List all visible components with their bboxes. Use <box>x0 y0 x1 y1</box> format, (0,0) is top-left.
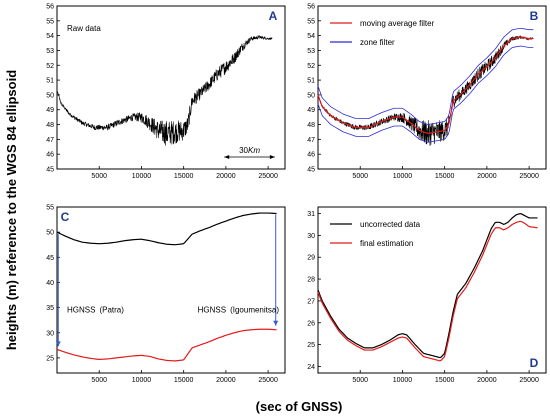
x-tick-label: 5000 <box>91 173 107 180</box>
legend-label: moving average filter <box>360 19 435 28</box>
y-tick-label: 27 <box>307 298 315 305</box>
x-tick-label: 20000 <box>216 173 236 180</box>
legend-label: zone filter <box>360 38 395 47</box>
y-tick-label: 45 <box>46 255 54 262</box>
x-tick-label: 5000 <box>91 377 107 384</box>
y-tick-label: 56 <box>307 4 315 11</box>
panel-label: A <box>269 9 278 23</box>
offset-arrowhead-right <box>273 320 279 326</box>
annotation-igoumenitsa: HGNSS (Igoumenitsa) <box>198 306 280 315</box>
panel-b: 5000 10000 15000 20000 25000 45 46 47 48 49 50 51 52… <box>307 4 547 180</box>
x-axis-title: (sec of GNSS) <box>256 399 343 414</box>
legend-label: uncorrected data <box>360 220 421 229</box>
plot-frame <box>56 5 286 170</box>
y-tick-label: 54 <box>46 33 54 40</box>
y-tick-label: 55 <box>307 18 315 25</box>
panel-annotation: Raw data <box>67 24 101 33</box>
scale-bar-label: 30Km <box>239 146 260 155</box>
y-tick-label: 24 <box>307 364 315 371</box>
y-tick-label: 45 <box>46 167 54 174</box>
y-tick-label: 50 <box>307 92 315 99</box>
y-tick-label: 46 <box>307 152 315 159</box>
y-tick-label: 48 <box>307 122 315 129</box>
y-tick-label: 48 <box>46 122 54 129</box>
panel-label: B <box>530 9 539 23</box>
x-tick-label: 25000 <box>519 173 539 180</box>
x-tick-label: 5000 <box>352 377 368 384</box>
y-tick-label: 56 <box>46 4 54 11</box>
plot-frame <box>317 206 547 374</box>
y-tick-label: 30 <box>46 330 54 337</box>
x-tick-label: 10000 <box>132 173 152 180</box>
y-tick-label: 49 <box>46 107 54 114</box>
panel-label: D <box>530 356 539 370</box>
y-tick-label: 25 <box>307 342 315 349</box>
y-tick-label: 50 <box>46 230 54 237</box>
x-tick-label: 15000 <box>435 377 455 384</box>
y-tick-label: 49 <box>307 107 315 114</box>
x-tick-label: 15000 <box>174 377 194 384</box>
y-tick-label: 25 <box>46 355 54 362</box>
y-tick-label: 53 <box>46 48 54 55</box>
y-axis-title: heights (m) reference to the WGS 84 elli… <box>4 70 19 350</box>
x-tick-label: 5000 <box>352 173 368 180</box>
y-tick-label: 53 <box>307 48 315 55</box>
plot-frame <box>317 5 547 170</box>
y-tick-label: 26 <box>307 320 315 327</box>
y-tick-label: 46 <box>46 152 54 159</box>
y-tick-label: 35 <box>46 305 54 312</box>
series-line-final-estimation <box>317 220 538 362</box>
series-line-zone-filter <box>317 27 534 125</box>
x-tick-label: 15000 <box>174 173 194 180</box>
y-tick-label: 28 <box>307 277 315 284</box>
x-tick-label: 10000 <box>393 173 413 180</box>
y-tick-label: 50 <box>46 92 54 99</box>
series-line-zone-filter <box>317 45 534 143</box>
series-line-uncorrected-data <box>317 213 538 359</box>
x-tick-label: 25000 <box>258 173 278 180</box>
y-tick-label: 52 <box>307 63 315 70</box>
annotation-patra: HGNSS (Patra) <box>67 306 124 315</box>
x-tick-label: 10000 <box>393 377 413 384</box>
offset-arrowhead-left <box>55 341 61 347</box>
y-tick-label: 51 <box>307 78 315 85</box>
y-tick-label: 51 <box>46 78 54 85</box>
x-tick-label: 15000 <box>435 173 455 180</box>
y-tick-label: 30 <box>307 233 315 240</box>
series-line-series-0 <box>317 35 534 146</box>
panel-d: 5000 10000 15000 20000 25000 24 25 26 27 28 29 30 31… <box>307 206 547 384</box>
x-tick-label: 20000 <box>477 173 497 180</box>
x-tick-label: 10000 <box>132 377 152 384</box>
y-tick-label: 47 <box>307 137 315 144</box>
y-tick-label: 55 <box>46 18 54 25</box>
y-tick-label: 52 <box>46 63 54 70</box>
legend-label: final estimation <box>360 239 413 248</box>
y-tick-label: 29 <box>307 255 315 262</box>
series-line-series-0 <box>56 35 273 146</box>
x-tick-label: 25000 <box>519 377 539 384</box>
panel-c: 5000 10000 15000 20000 25000 25 30 35 40 45 50 55 C H… <box>46 205 286 384</box>
y-tick-label: 47 <box>46 137 54 144</box>
series-line-series-1 <box>56 328 277 362</box>
x-tick-label: 25000 <box>258 377 278 384</box>
x-tick-label: 20000 <box>216 377 236 384</box>
series-line-moving-average-filter <box>317 36 534 135</box>
y-tick-label: 45 <box>307 167 315 174</box>
y-tick-label: 54 <box>307 33 315 40</box>
series-line-series-0 <box>56 212 277 246</box>
x-tick-label: 20000 <box>477 377 497 384</box>
panel-a: 5000 10000 15000 20000 25000 45 46 47 48 49 50 51 52… <box>46 4 286 180</box>
y-tick-label: 55 <box>46 205 54 212</box>
y-tick-label: 31 <box>307 211 315 218</box>
plot-frame <box>56 206 286 374</box>
panel-label: C <box>61 210 70 224</box>
y-tick-label: 40 <box>46 280 54 287</box>
